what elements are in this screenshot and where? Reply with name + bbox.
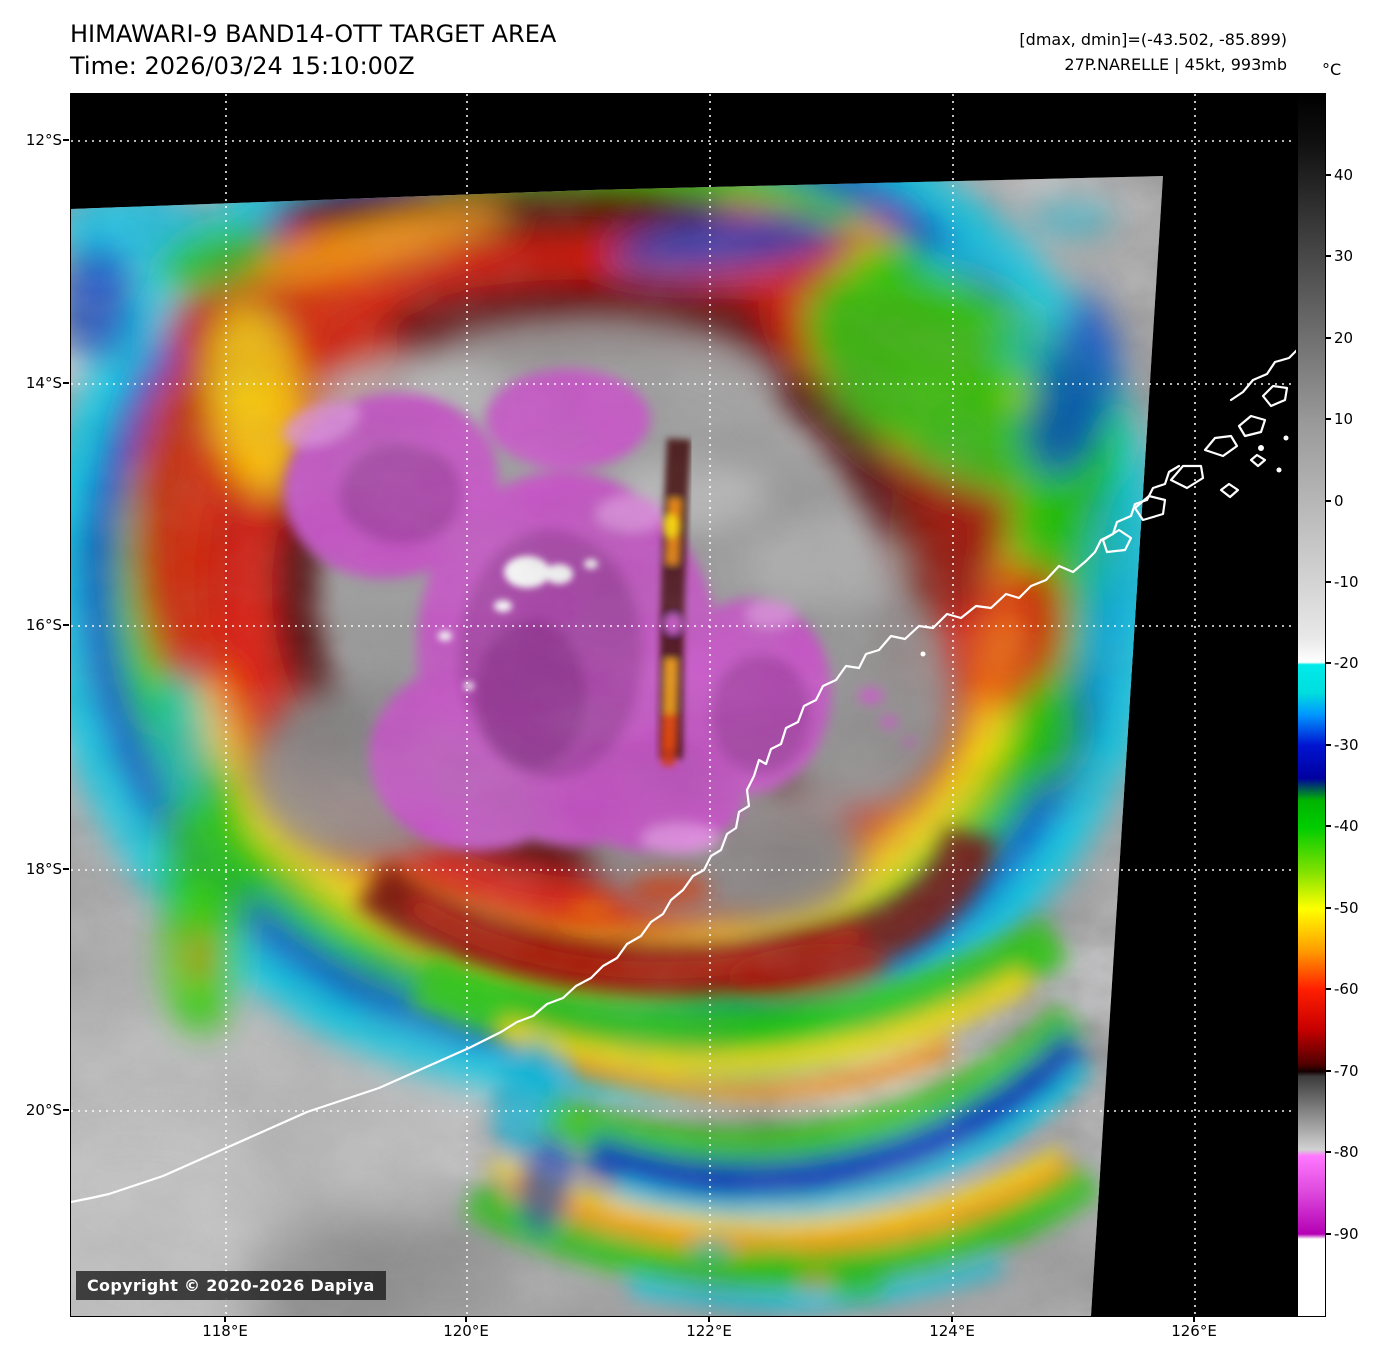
- storm-readout: 27P.NARELLE | 45kt, 993mb: [1064, 55, 1287, 74]
- colorbar-tick: 0: [1325, 492, 1344, 510]
- lon-label: 120°E: [443, 1322, 489, 1340]
- dmax-dmin-readout: [dmax, dmin]=(-43.502, -85.899): [1019, 30, 1287, 49]
- colorbar-unit: °C: [1322, 60, 1342, 79]
- lat-label: 20°S: [25, 1101, 62, 1119]
- colorbar: [1297, 93, 1326, 1317]
- colorbar-tick: -50: [1325, 899, 1359, 917]
- figure-time: Time: 2026/03/24 15:10:00Z: [70, 52, 415, 80]
- lat-label: 18°S: [25, 860, 62, 878]
- map-plot: [70, 93, 1297, 1317]
- colorbar-tick: 20: [1324, 329, 1354, 347]
- coastline: [71, 349, 1296, 1204]
- lon-label: 118°E: [202, 1322, 248, 1340]
- lat-label: 14°S: [25, 374, 62, 392]
- colorbar-tick: -90: [1325, 1225, 1359, 1243]
- lon-label: 122°E: [686, 1322, 732, 1340]
- colorbar-tick: 30: [1324, 247, 1354, 265]
- colorbar-tick: 10: [1324, 410, 1354, 428]
- colorbar-tick: 40: [1324, 166, 1354, 184]
- colorbar-tick: -60: [1325, 980, 1359, 998]
- colorbar-tick: -20: [1325, 654, 1359, 672]
- grid-lines: [71, 94, 1296, 1316]
- colorbar-tick: -70: [1325, 1062, 1359, 1080]
- lat-label: 12°S: [25, 131, 62, 149]
- figure-title: HIMAWARI-9 BAND14-OTT TARGET AREA: [70, 20, 557, 48]
- data-swath: [71, 176, 1163, 1316]
- colorbar-tick: -80: [1325, 1143, 1359, 1161]
- colorbar-tick: -30: [1325, 736, 1359, 754]
- lat-label: 16°S: [25, 616, 62, 634]
- colorbar-tick: -10: [1325, 573, 1359, 591]
- satellite-image: [71, 94, 1296, 1316]
- lon-label: 124°E: [929, 1322, 975, 1340]
- copyright-badge: Copyright © 2020-2026 Dapiya: [76, 1271, 386, 1300]
- colorbar-tick: -40: [1325, 817, 1359, 835]
- lon-label: 126°E: [1171, 1322, 1217, 1340]
